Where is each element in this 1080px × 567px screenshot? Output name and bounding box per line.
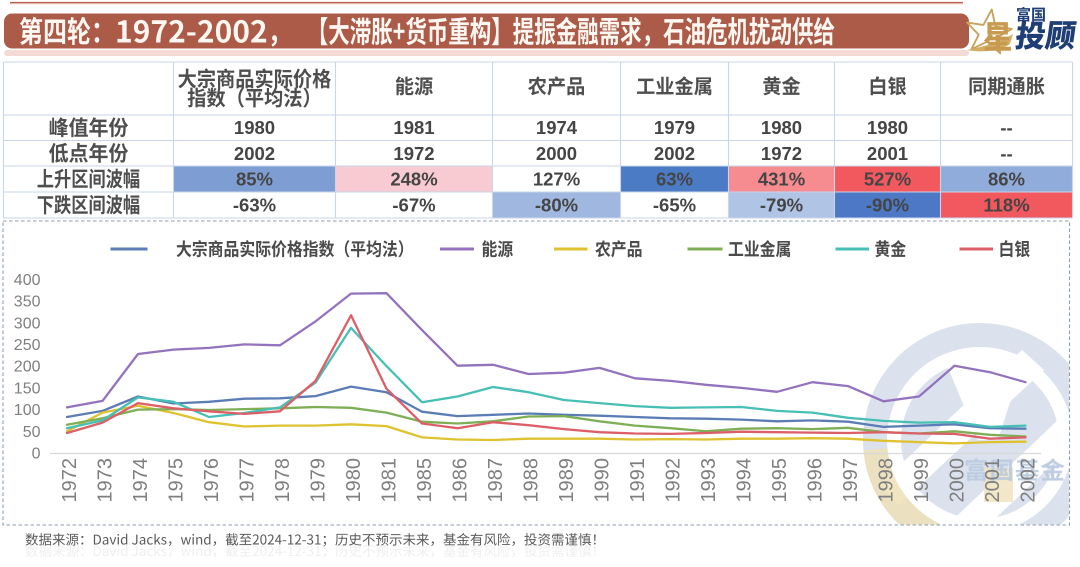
svg-text:1998: 1998 (876, 458, 898, 503)
svg-text:150: 150 (14, 381, 41, 398)
svg-text:--: -- (1000, 143, 1012, 164)
svg-text:400: 400 (14, 272, 41, 289)
svg-text:1972: 1972 (393, 143, 434, 164)
svg-text:1999: 1999 (911, 458, 933, 503)
svg-text:1989: 1989 (556, 458, 578, 503)
svg-text:431%: 431% (758, 169, 805, 190)
svg-text:-63%: -63% (233, 195, 276, 216)
svg-text:1980: 1980 (343, 458, 365, 503)
svg-text:1972: 1972 (59, 458, 81, 503)
svg-text:86%: 86% (988, 169, 1025, 190)
svg-text:1979: 1979 (654, 117, 695, 138)
svg-text:1980: 1980 (234, 117, 275, 138)
svg-text:1985: 1985 (414, 458, 436, 503)
svg-text:100: 100 (14, 402, 41, 419)
svg-text:-67%: -67% (392, 195, 435, 216)
svg-text:200: 200 (14, 359, 41, 376)
svg-text:2002: 2002 (1018, 458, 1040, 503)
svg-text:85%: 85% (236, 169, 273, 190)
svg-text:300: 300 (14, 315, 41, 332)
svg-text:1993: 1993 (698, 458, 720, 503)
svg-text:1974: 1974 (536, 117, 578, 138)
svg-text:1992: 1992 (663, 458, 685, 503)
svg-text:1978: 1978 (272, 458, 294, 503)
svg-text:1997: 1997 (840, 458, 862, 503)
svg-text:1980: 1980 (761, 117, 802, 138)
svg-text:2002: 2002 (234, 143, 275, 164)
svg-text:1981: 1981 (393, 117, 434, 138)
svg-text:350: 350 (14, 294, 41, 311)
svg-text:50: 50 (23, 424, 41, 441)
svg-text:1975: 1975 (166, 458, 188, 503)
svg-text:118%: 118% (983, 195, 1029, 216)
svg-text:1996: 1996 (805, 458, 827, 503)
svg-text:1987: 1987 (485, 458, 507, 503)
svg-text:248%: 248% (390, 169, 437, 190)
svg-text:-90%: -90% (866, 195, 909, 216)
svg-text:63%: 63% (656, 169, 693, 190)
svg-text:1988: 1988 (521, 458, 543, 503)
svg-text:250: 250 (14, 337, 41, 354)
svg-text:1976: 1976 (201, 458, 223, 503)
svg-text:1973: 1973 (95, 458, 117, 503)
svg-text:--: -- (1000, 117, 1012, 138)
svg-text:-80%: -80% (535, 195, 578, 216)
svg-text:1990: 1990 (592, 458, 614, 503)
svg-text:1980: 1980 (867, 117, 908, 138)
svg-text:1972: 1972 (761, 143, 802, 164)
svg-text:1977: 1977 (237, 458, 259, 503)
svg-text:-65%: -65% (653, 195, 696, 216)
svg-text:-79%: -79% (760, 195, 803, 216)
svg-text:527%: 527% (864, 169, 911, 190)
svg-text:2001: 2001 (867, 143, 908, 164)
svg-text:1981: 1981 (379, 458, 401, 503)
svg-text:127%: 127% (533, 169, 580, 190)
svg-text:1986: 1986 (450, 458, 472, 503)
svg-text:1974: 1974 (130, 458, 152, 503)
svg-text:1995: 1995 (769, 458, 791, 503)
svg-text:0: 0 (32, 446, 41, 463)
svg-text:2002: 2002 (654, 143, 695, 164)
svg-text:1994: 1994 (734, 458, 756, 503)
svg-text:2001: 2001 (982, 458, 1004, 503)
svg-text:1979: 1979 (308, 458, 330, 503)
svg-text:2000: 2000 (947, 458, 969, 503)
svg-text:1991: 1991 (627, 458, 649, 503)
svg-text:2000: 2000 (536, 143, 577, 164)
